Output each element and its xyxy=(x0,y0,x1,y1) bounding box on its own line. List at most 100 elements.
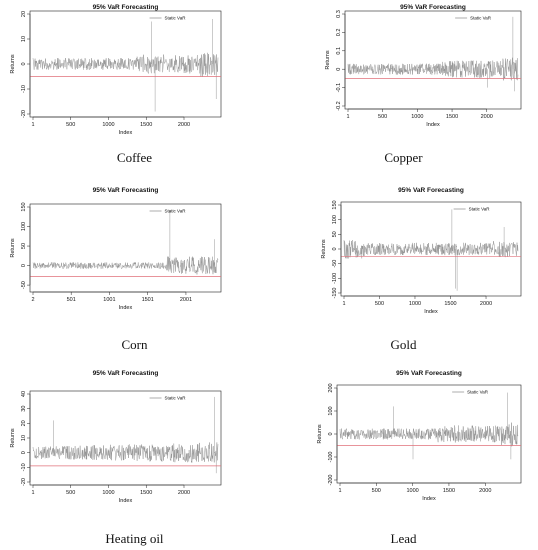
x-tick-label: 501 xyxy=(67,297,76,303)
x-tick-label: 1 xyxy=(346,114,349,120)
x-tick-label: 1500 xyxy=(446,114,458,120)
y-axis-label: Returns xyxy=(10,54,16,74)
x-tick-label: 2000 xyxy=(481,114,493,120)
y-tick-label: 40 xyxy=(21,391,27,397)
y-tick-label: 100 xyxy=(21,222,27,231)
chart-title: 95% VaR Forecasting xyxy=(396,370,462,377)
legend-label: Static VaR xyxy=(165,16,187,21)
y-tick-label: 50 xyxy=(332,231,338,237)
y-tick-label: 20 xyxy=(21,420,27,426)
y-tick-label: 0 xyxy=(332,247,338,250)
y-tick-label: 50 xyxy=(21,243,27,249)
y-tick-label: -200 xyxy=(328,474,334,485)
x-tick-label: 1500 xyxy=(443,488,455,494)
plot-frame xyxy=(344,10,522,110)
y-tick-label: 150 xyxy=(21,202,27,211)
y-tick-label: 0.1 xyxy=(336,47,342,55)
y-tick-label: -100 xyxy=(328,451,334,462)
y-tick-label: 0 xyxy=(21,62,27,65)
y-tick-label: 0 xyxy=(328,432,334,435)
x-tick-label: 1501 xyxy=(142,297,154,303)
legend-label: Static VaR xyxy=(469,207,491,212)
x-tick-label: 1000 xyxy=(102,122,114,128)
chart-caption: Lead xyxy=(390,531,417,546)
y-tick-label: 10 xyxy=(21,36,27,42)
x-tick-label: 500 xyxy=(66,490,75,496)
x-tick-label: 1000 xyxy=(406,488,418,494)
y-tick-label: -10 xyxy=(21,463,27,471)
chart-caption: Copper xyxy=(384,150,423,165)
chart-panel-lead: 95% VaR Forecasting Static VaR 1 500 1000 150… xyxy=(269,366,538,549)
x-tick-label: 500 xyxy=(372,488,381,494)
x-tick-label: 1500 xyxy=(444,301,456,307)
x-tick-label: 1 xyxy=(31,490,34,496)
chart-title: 95% VaR Forecasting xyxy=(398,187,464,194)
y-tick-label: -50 xyxy=(21,281,27,289)
plot-frame xyxy=(29,390,222,486)
x-axis-label: Index xyxy=(424,309,438,315)
x-tick-label: 1500 xyxy=(140,490,152,496)
y-tick-label: -0.2 xyxy=(336,101,342,110)
y-tick-label: -50 xyxy=(332,260,338,268)
x-axis-label: Index xyxy=(422,496,436,502)
y-tick-label: 0 xyxy=(21,264,27,267)
chart-caption: Gold xyxy=(390,337,417,352)
chart-caption: Corn xyxy=(121,337,148,352)
chart-corn: 95% VaR Forecasting Static VaR 2 501 1001 150… xyxy=(10,187,222,311)
x-tick-label: 2001 xyxy=(180,297,192,303)
y-tick-label: 20 xyxy=(21,11,27,17)
x-axis-label: Index xyxy=(119,498,133,504)
chart-panel-coffee: 95% VaR Forecasting Static VaR 1 500 1000 150… xyxy=(0,0,269,183)
chart-panel-heating-oil: 95% VaR Forecasting Static VaR 1 500 1000 150… xyxy=(0,366,269,549)
y-tick-label: 0 xyxy=(336,68,342,71)
y-axis-label: Returns xyxy=(325,50,331,70)
y-tick-label: -150 xyxy=(332,287,338,298)
x-tick-label: 2000 xyxy=(479,488,491,494)
legend-label: Static VaR xyxy=(165,396,187,401)
x-tick-label: 2000 xyxy=(178,490,190,496)
plot-frame xyxy=(29,203,222,293)
returns-series-line xyxy=(343,209,519,291)
legend-label: Static VaR xyxy=(470,16,492,21)
chart-panel-corn: 95% VaR Forecasting Static VaR 2 501 1001 150… xyxy=(0,183,269,366)
y-axis-label: Returns xyxy=(317,424,323,444)
y-tick-label: 0 xyxy=(21,451,27,454)
y-tick-label: 150 xyxy=(332,200,338,209)
x-tick-label: 2 xyxy=(31,297,34,303)
x-axis-label: Index xyxy=(119,130,133,136)
x-tick-label: 1500 xyxy=(140,122,152,128)
y-tick-label: -100 xyxy=(332,273,338,284)
y-tick-label: -10 xyxy=(21,85,27,93)
chart-title: 95% VaR Forecasting xyxy=(400,4,466,11)
y-tick-label: 100 xyxy=(332,215,338,224)
returns-series-line xyxy=(32,396,219,474)
x-tick-label: 2000 xyxy=(480,301,492,307)
y-tick-label: 100 xyxy=(328,406,334,415)
y-tick-label: 0.3 xyxy=(336,10,342,18)
x-tick-label: 1 xyxy=(342,301,345,307)
returns-series-line xyxy=(32,19,219,112)
y-tick-label: 200 xyxy=(328,383,334,392)
chart-caption: Coffee xyxy=(116,150,153,165)
chart-title: 95% VaR Forecasting xyxy=(93,4,159,11)
chart-panel-gold: 95% VaR Forecasting Static VaR 1 500 1000 150… xyxy=(269,183,538,366)
x-tick-label: 2000 xyxy=(178,122,190,128)
y-tick-label: 10 xyxy=(21,435,27,441)
y-tick-label: -20 xyxy=(21,110,27,118)
returns-series-line xyxy=(32,209,219,275)
y-axis-label: Returns xyxy=(10,428,16,448)
x-tick-label: 500 xyxy=(66,122,75,128)
y-tick-label: -0.1 xyxy=(336,83,342,92)
x-tick-label: 1 xyxy=(338,488,341,494)
x-tick-label: 1001 xyxy=(103,297,115,303)
x-axis-label: Index xyxy=(426,122,440,128)
x-axis-label: Index xyxy=(119,305,133,311)
y-axis-label: Returns xyxy=(10,238,16,258)
x-tick-label: 1000 xyxy=(409,301,421,307)
x-tick-label: 500 xyxy=(378,114,387,120)
returns-series-line xyxy=(339,392,519,460)
y-axis-label: Returns xyxy=(321,239,327,259)
